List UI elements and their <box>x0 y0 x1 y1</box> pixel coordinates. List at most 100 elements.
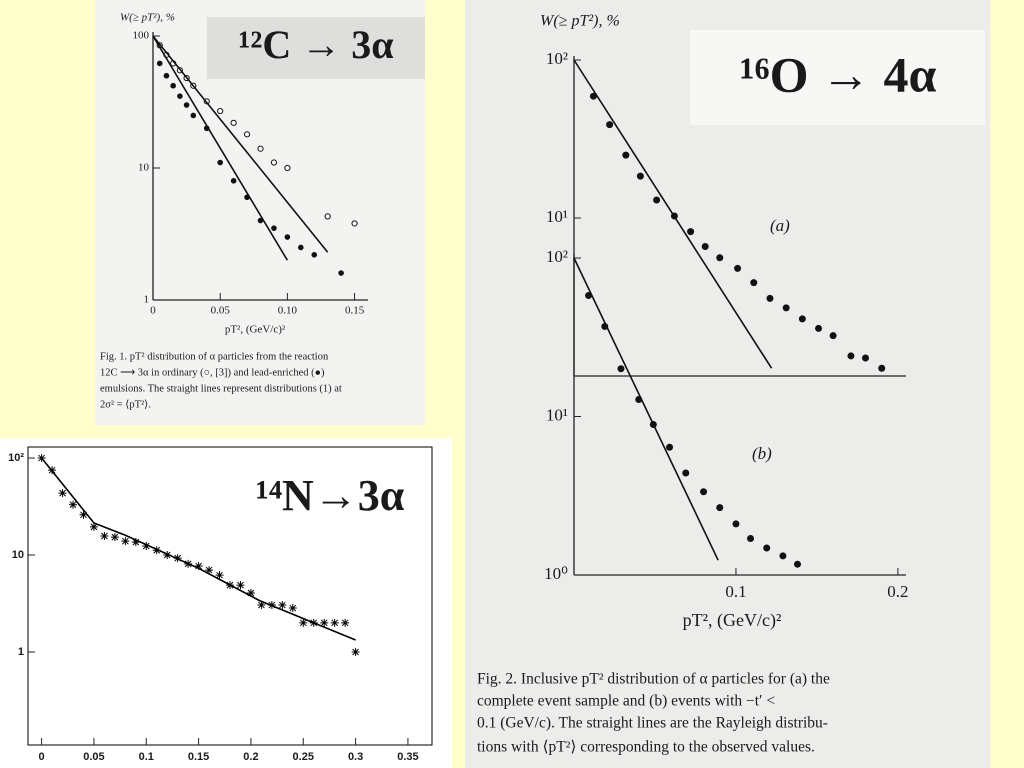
y-tick-label: 10 <box>138 162 150 174</box>
x-axis-label: pT², (GeV/c)² <box>225 324 286 336</box>
fit-line <box>40 457 356 641</box>
chart-title: ¹²C → 3α <box>238 22 393 67</box>
data-point <box>217 159 223 166</box>
y-tick-label: 10² <box>8 452 24 464</box>
data-point <box>782 304 790 312</box>
data-point <box>230 177 237 184</box>
data-point <box>750 279 758 287</box>
data-point <box>815 324 823 332</box>
data-point <box>163 72 170 79</box>
x-tick-label: 0.3 <box>348 751 363 763</box>
data-point <box>829 332 837 340</box>
x-tick-label: 0.10 <box>278 305 298 317</box>
caption-line: 2σ² = ⟨pT²⟩. <box>100 398 151 410</box>
data-point <box>798 315 806 323</box>
data-point <box>205 566 214 575</box>
chart-title: ¹⁶O → 4α <box>740 46 937 102</box>
caption-line: tions with ⟨pT²⟩ corresponding to the ob… <box>477 739 815 756</box>
data-point <box>734 264 742 272</box>
y-tick-label: 10¹ <box>546 405 568 424</box>
data-point <box>271 225 277 231</box>
y-tick-label: 10¹ <box>546 207 568 226</box>
title-box <box>207 17 425 79</box>
caption-line: emulsions. The straight lines represent … <box>100 383 342 394</box>
data-point <box>190 112 197 119</box>
caption-line: Fig. 1. pT² distribution of α particles … <box>100 351 329 362</box>
data-point <box>617 365 625 373</box>
x-tick-label: 0.15 <box>345 305 365 317</box>
x-tick-label: 0.05 <box>83 751 104 763</box>
data-point <box>666 443 674 451</box>
chart-title: ¹⁴N→3α <box>256 471 405 520</box>
y-tick-label: 10⁰ <box>544 564 568 583</box>
data-point <box>700 488 708 496</box>
title-box <box>690 30 985 125</box>
data-point <box>878 364 886 372</box>
y-tick-label: 1 <box>18 646 24 658</box>
x-tick-label: 0.2 <box>243 751 258 763</box>
data-point <box>121 537 130 546</box>
caption-line: 0.1 (GeV/c). The straight lines are the … <box>477 715 828 732</box>
y-tick-label: 10² <box>546 49 568 68</box>
data-point <box>330 618 339 627</box>
data-point <box>284 164 291 172</box>
x-tick-label: 0 <box>150 305 156 317</box>
fit-line <box>573 59 773 369</box>
panel-fig3 <box>0 438 452 768</box>
data-point <box>847 352 855 360</box>
data-point <box>288 604 297 613</box>
data-point <box>278 601 287 610</box>
data-point <box>58 489 67 498</box>
data-point <box>37 454 46 463</box>
data-point <box>243 131 251 138</box>
data-point <box>79 510 88 519</box>
data-point <box>351 648 360 657</box>
data-point <box>653 196 661 204</box>
fit-line <box>152 35 329 253</box>
data-point <box>320 618 329 627</box>
data-point <box>716 254 724 262</box>
fit-line <box>573 257 719 561</box>
data-point <box>682 469 690 477</box>
data-point <box>351 220 358 227</box>
x-tick-label: 0 <box>39 751 45 763</box>
plot-frame <box>27 446 433 746</box>
data-point <box>606 121 614 129</box>
data-point <box>100 532 109 541</box>
data-point <box>311 252 318 258</box>
x-tick-label: 0.15 <box>188 751 209 763</box>
data-point <box>170 82 176 89</box>
y-tick-label: 10 <box>12 549 24 561</box>
data-point <box>338 270 344 276</box>
data-point <box>156 60 163 67</box>
data-point <box>701 243 709 251</box>
data-point <box>747 534 755 542</box>
y-axis-label: W(≥ pT²), % <box>120 12 175 24</box>
data-point <box>622 151 630 159</box>
y-tick-label: 1 <box>144 294 150 306</box>
data-point <box>687 228 695 236</box>
data-point <box>110 533 119 542</box>
data-point <box>89 522 98 531</box>
data-point <box>257 601 266 610</box>
data-point <box>862 354 870 362</box>
data-point <box>230 119 237 126</box>
data-point <box>284 234 291 240</box>
data-point <box>246 589 255 598</box>
data-point <box>636 172 644 180</box>
data-point <box>763 544 771 552</box>
data-point <box>324 213 331 220</box>
data-point <box>716 504 724 512</box>
data-point <box>142 541 151 550</box>
x-tick-label: 0.1 <box>139 751 154 763</box>
data-point <box>298 244 304 251</box>
caption-line: 12C ⟶ 3α in ordinary (○, [3]) and lead-e… <box>100 367 325 378</box>
x-tick-label: 0.2 <box>887 582 908 601</box>
x-axis-label: pT², (GeV/c)² <box>683 610 782 631</box>
caption-line: Fig. 2. Inclusive pT² distribution of α … <box>477 671 830 688</box>
y-axis-label: W(≥ pT²), % <box>540 13 620 30</box>
data-point <box>236 581 245 590</box>
data-point <box>793 560 801 568</box>
